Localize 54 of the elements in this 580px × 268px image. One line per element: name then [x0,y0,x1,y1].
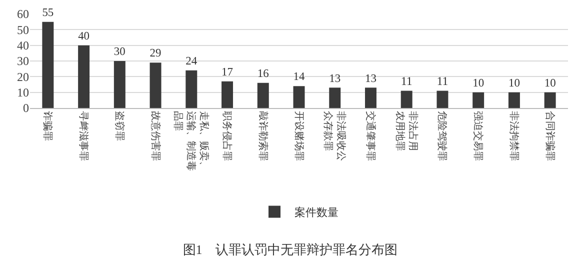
data-label: 40 [78,30,90,42]
y-tick-label: 30 [17,54,29,68]
data-label: 14 [293,71,305,84]
data-label: 10 [544,77,556,90]
x-tick-label: 故意伤害罪 [149,111,162,161]
y-tick-label: 10 [17,86,29,100]
bar [436,90,448,108]
y-tick-label: 20 [17,70,29,84]
x-tick-label: 强迫交易罪 [472,111,484,161]
data-label: 55 [42,6,54,19]
data-label: 29 [150,48,162,60]
y-tick-label: 60 [17,7,29,22]
x-tick-label: 非法占用农用地罪 [394,111,419,151]
bar [400,90,412,108]
data-label: 13 [329,72,341,85]
x-tick-label: 走私、贩卖、运输、制造毒品罪 [172,111,210,171]
x-tick-label: 非法拘禁罪 [508,111,520,161]
data-label: 13 [364,72,377,85]
x-tick-label: 盗窃罪 [113,111,126,141]
x-tick-label: 职务侵占罪 [221,111,234,161]
y-tick-label: 40 [17,38,29,53]
bar [293,86,305,108]
x-tick-label: 开设赌场罪 [292,111,305,161]
x-tick-label: 非法吸收公众存款罪 [322,111,348,161]
bar [364,88,376,108]
data-label: 16 [257,68,270,80]
bar [329,88,341,108]
data-label: 17 [222,66,234,78]
text: 图1 认罪认罚中无罪辩护罪名分布图 [182,242,398,257]
data-label: 11 [436,74,448,88]
y-tick-label: 0 [23,101,29,116]
data-label: 30 [114,46,126,58]
legend-label: 案件数量 [294,206,338,220]
bar [257,82,269,108]
x-tick-label: 寻衅滋事罪 [78,111,90,161]
bar [114,61,126,108]
bar [544,92,556,108]
data-label: 10 [472,77,484,90]
bar [78,45,90,108]
data-label: 10 [508,77,520,90]
data-label: 11 [400,74,412,88]
x-tick-label: 交通肇事罪 [364,111,376,161]
bar [508,92,520,108]
x-tick-label: 敲诈勒索罪 [256,111,269,161]
x-tick-label: 合同诈骗罪 [544,111,556,161]
bar [42,22,54,108]
bar [186,70,198,108]
x-tick-label: 诈骗罪 [42,111,54,141]
data-label: 24 [186,56,198,68]
x-tick-label: 危险驾驶罪 [436,111,448,161]
bar [222,81,234,108]
y-tick-label: 50 [17,22,29,37]
bar [150,62,162,108]
bar [472,92,484,108]
